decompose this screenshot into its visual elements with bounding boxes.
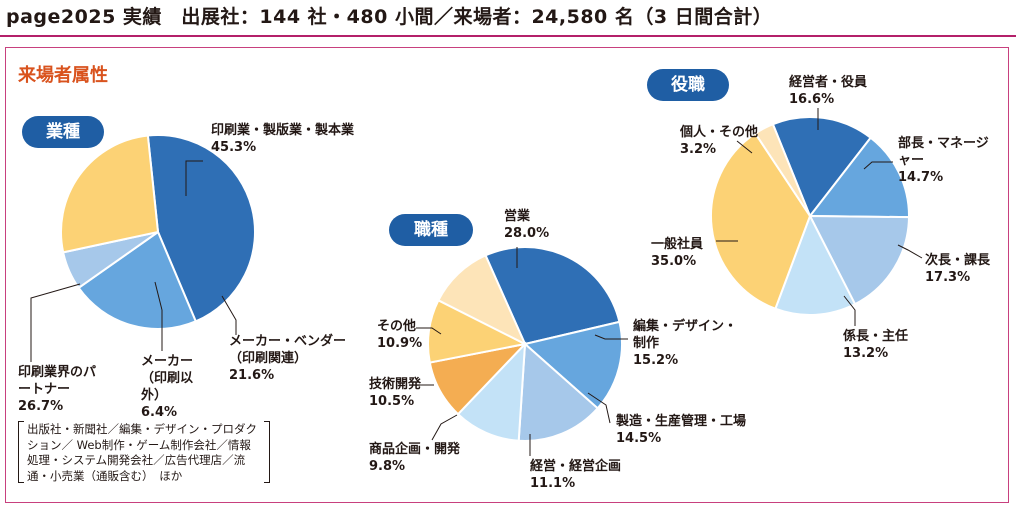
pie-slice xyxy=(77,230,198,330)
slice-label: メーカー・ベンダー（印刷関連） xyxy=(229,334,347,366)
slice-value: 9.8% xyxy=(369,459,406,474)
section-heading: 来場者属性 xyxy=(18,65,108,86)
position-label-manager: 部長・マネージャー 14.7% xyxy=(898,135,998,186)
industry-chart-title: 業種 xyxy=(22,116,104,148)
occupation-pie xyxy=(427,246,623,442)
leader-line xyxy=(154,281,163,351)
occupation-label-other: その他 10.9% xyxy=(377,318,422,352)
partner-note: 出版社・新聞社／編集・デザイン・プロダクション／ Web制作・ゲーム制作会社／情… xyxy=(18,421,270,483)
position-label-section-chief: 次長・課長 17.3% xyxy=(925,252,990,286)
position-pie xyxy=(710,116,911,316)
industry-label-vendor: メーカー・ベンダー（印刷関連） 21.6% xyxy=(229,333,347,384)
slice-value: 10.9% xyxy=(377,336,423,351)
occupation-label-planning: 商品企画・開発 9.8% xyxy=(369,441,460,475)
leader-line xyxy=(416,327,442,335)
leader-line xyxy=(897,244,923,259)
position-label-staff: 一般社員 35.0% xyxy=(651,236,703,270)
pie-slice xyxy=(456,341,527,442)
pie-slice xyxy=(484,246,621,346)
leader-line xyxy=(431,414,458,441)
leader-line xyxy=(185,160,203,196)
occupation-label-sales: 営業 28.0% xyxy=(504,208,549,242)
title-rule xyxy=(0,35,1016,37)
slice-label: 一般社員 xyxy=(651,237,704,252)
pie-slice xyxy=(808,214,911,306)
slice-value: 45.3% xyxy=(211,140,257,155)
occupation-label-design: 編集・デザイン・制作 15.2% xyxy=(633,318,745,369)
slice-label: 個人・その他 xyxy=(680,125,759,140)
slice-label: 次長・課長 xyxy=(925,253,991,268)
leader-line xyxy=(863,161,893,170)
pie-slice xyxy=(522,320,623,410)
slice-value: 26.7% xyxy=(18,399,64,414)
leader-line xyxy=(736,140,753,154)
occupation-label-management: 経営・経営企画 11.1% xyxy=(530,458,621,492)
slice-label: 印刷業界のパートナー xyxy=(18,365,97,397)
slice-label: 商品企画・開発 xyxy=(369,442,461,457)
pie-slice xyxy=(774,213,857,316)
occupation-chart-title: 職種 xyxy=(389,214,473,246)
page-title: page2025 実績 出展社：144 社・480 小間／来場者：24,580 … xyxy=(6,6,773,28)
position-label-supervisor: 係長・主任 13.2% xyxy=(843,328,908,362)
pie-slice xyxy=(437,254,528,347)
slice-label: 係長・主任 xyxy=(843,329,909,344)
attributes-panel xyxy=(5,47,1009,503)
position-label-individual: 個人・その他 3.2% xyxy=(680,124,758,158)
slice-value: 13.2% xyxy=(843,346,889,361)
pie-slice xyxy=(710,132,812,311)
slice-label: メーカー（印刷以外） xyxy=(141,354,194,403)
pie-slice xyxy=(753,122,811,217)
position-label-executive: 経営者・役員 16.6% xyxy=(789,74,867,108)
pie-slice xyxy=(517,341,600,442)
slice-value: 21.6% xyxy=(229,368,275,383)
slice-value: 14.7% xyxy=(898,170,944,185)
leader-line xyxy=(587,392,611,424)
slice-label: 経営者・役員 xyxy=(789,75,868,90)
slice-label: 印刷業・製版業・製本業 xyxy=(211,123,355,138)
occupation-label-production: 製造・生産管理・工場 14.5% xyxy=(616,413,746,447)
industry-pie xyxy=(60,134,257,330)
leader-line xyxy=(30,283,81,362)
slice-label: 技術開発 xyxy=(369,377,422,392)
slice-label: 編集・デザイン・制作 xyxy=(633,319,738,351)
pie-slice xyxy=(807,136,910,219)
occupation-label-tech: 技術開発 10.5% xyxy=(369,376,421,410)
pie-slice xyxy=(60,134,160,254)
slice-value: 28.0% xyxy=(504,226,550,241)
slice-label: 部長・マネージャー xyxy=(898,136,989,168)
industry-label-maker: メーカー（印刷以外） 6.4% xyxy=(141,353,211,421)
slice-value: 14.5% xyxy=(616,431,662,446)
slice-label: 営業 xyxy=(504,209,531,224)
slice-label: 製造・生産管理・工場 xyxy=(616,414,747,429)
leader-lines xyxy=(30,108,923,456)
leader-line xyxy=(594,334,628,340)
position-chart-title: 役職 xyxy=(647,69,729,101)
slice-value: 16.6% xyxy=(789,92,835,107)
leader-line xyxy=(843,295,856,326)
leader-line xyxy=(221,295,237,335)
slice-value: 17.3% xyxy=(925,270,971,285)
slice-value: 11.1% xyxy=(530,476,576,491)
slice-value: 10.5% xyxy=(369,394,415,409)
slice-value: 3.2% xyxy=(680,142,717,157)
slice-value: 35.0% xyxy=(651,254,697,269)
slice-value: 15.2% xyxy=(633,353,679,368)
slice-label: その他 xyxy=(377,319,417,334)
pie-slice xyxy=(771,116,873,218)
industry-label-printing: 印刷業・製版業・製本業 45.3% xyxy=(211,122,354,156)
slice-value: 6.4% xyxy=(141,405,178,420)
industry-label-partner: 印刷業界のパートナー 26.7% xyxy=(18,364,98,415)
slice-label: 経営・経営企画 xyxy=(530,459,622,474)
